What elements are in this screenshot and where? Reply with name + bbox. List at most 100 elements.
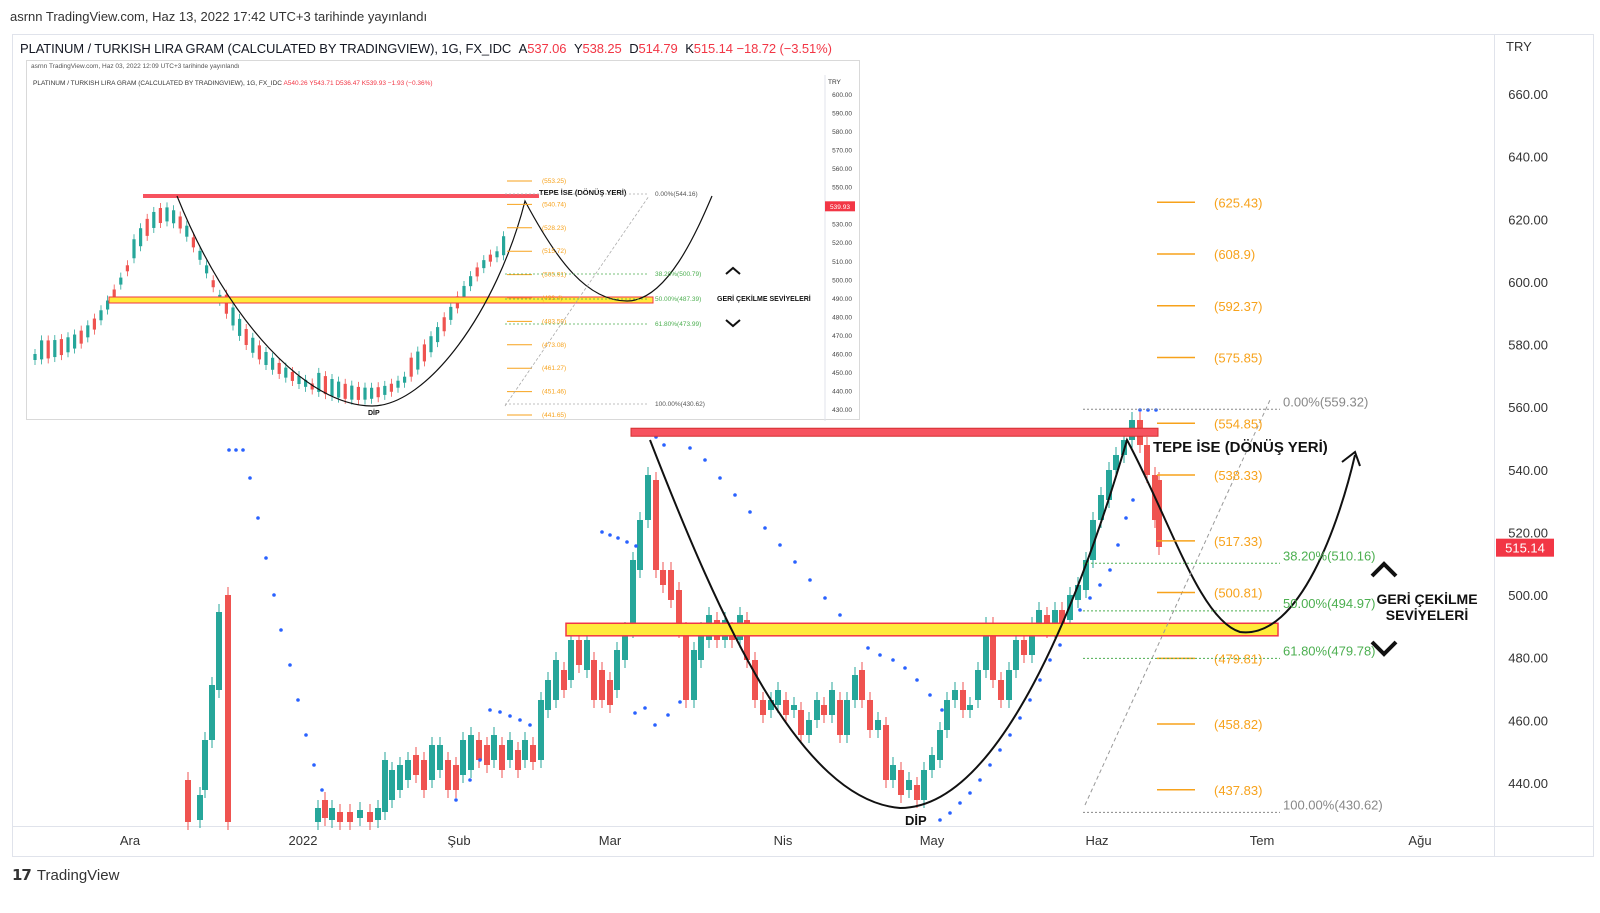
candle-body — [499, 745, 505, 770]
inset-fib-target-label: (461.27) — [542, 365, 566, 372]
inset-fib-target-label: (483.59) — [542, 318, 566, 325]
inset-fib-target-label: (553.25) — [542, 178, 566, 185]
inset-candle-body — [482, 260, 486, 269]
candle-body — [599, 670, 605, 700]
candle-body — [202, 740, 208, 790]
candle-body — [1044, 615, 1050, 630]
inset-candle-body — [139, 228, 143, 247]
inset-price-tick: 520.00 — [832, 240, 852, 247]
candle-body — [760, 700, 766, 715]
candle-body — [660, 570, 666, 585]
fib-target-label: (575.85) — [1214, 351, 1262, 366]
inset-price-tick: 490.00 — [832, 296, 852, 303]
inset-candle-body — [198, 250, 202, 260]
candle-body — [1144, 445, 1150, 475]
sar-dot — [633, 711, 637, 715]
inset-price-tick: 470.00 — [832, 333, 852, 340]
candle-body — [844, 700, 850, 735]
candle-body — [990, 625, 996, 680]
fib-target-label: (592.37) — [1214, 299, 1262, 314]
sar-dot — [915, 678, 919, 682]
inset-candle-body — [224, 294, 228, 314]
candle-body — [806, 720, 812, 735]
candle-body — [783, 700, 789, 715]
sar-dot — [808, 578, 812, 582]
inset-fib-retrace-label: 100.00%(430.62) — [655, 401, 705, 408]
inset-candle-body — [330, 379, 334, 397]
inset-candle-body — [251, 337, 255, 353]
close-label: K — [685, 41, 694, 56]
inset-candle-body — [53, 340, 57, 358]
candle-body — [998, 680, 1004, 700]
sar-dot — [296, 698, 300, 702]
inset-candle-body — [409, 357, 413, 377]
candle-body — [1059, 610, 1065, 625]
candle-body — [921, 770, 927, 800]
inset-candle-body — [172, 210, 176, 224]
time-label-2: Şub — [447, 833, 470, 848]
sar-dot — [891, 658, 895, 662]
inset-candle-body — [106, 300, 110, 310]
inset-price-tick: 500.00 — [832, 277, 852, 284]
sar-dot — [248, 476, 252, 480]
candle-body — [568, 640, 574, 680]
inset-candle-body — [145, 218, 149, 236]
low-value: 514.79 — [638, 41, 678, 56]
sar-dot — [498, 710, 502, 714]
sar-dot — [1124, 516, 1128, 520]
inset-candle-body — [185, 225, 189, 237]
inset-candle-body — [442, 317, 446, 332]
candle-body — [1106, 470, 1112, 500]
sar-dot — [518, 718, 522, 722]
sar-dot — [643, 706, 647, 710]
sar-dot — [320, 788, 324, 792]
sar-dot — [616, 536, 620, 540]
inset-candle-body — [370, 387, 374, 399]
inset-candle-body — [165, 207, 169, 222]
resistance-line — [630, 427, 1159, 437]
sar-dot — [653, 723, 657, 727]
candle-body — [347, 812, 353, 822]
inset-candle-body — [99, 310, 103, 321]
candle-body — [367, 812, 373, 822]
candle-body — [875, 720, 881, 730]
candle-body — [614, 650, 620, 690]
sar-dot — [733, 493, 737, 497]
candle-body — [622, 630, 628, 660]
sar-dot — [241, 448, 245, 452]
candle-body — [983, 625, 989, 670]
inset-candle-body — [66, 337, 70, 353]
inset-candle-body — [284, 367, 288, 378]
sar-dot — [866, 646, 870, 650]
sar-dot — [272, 593, 276, 597]
inset-candle-body — [277, 362, 281, 374]
price-tick-600: 600.00 — [1508, 275, 1548, 290]
inset-candle-body — [264, 351, 268, 365]
fib-target-label: (625.43) — [1214, 195, 1262, 210]
brand-name: TradingView — [36, 866, 120, 884]
inset-last-price-badge — [825, 201, 855, 212]
sar-dot — [938, 818, 942, 822]
candle-body — [859, 670, 865, 700]
inset-price-tick: 530.00 — [832, 222, 852, 229]
inset-candle-body — [152, 211, 156, 228]
candle-body — [225, 595, 231, 822]
candle-body — [1075, 585, 1081, 600]
fib-target-label: (538.33) — [1214, 468, 1262, 483]
candle-body — [814, 700, 820, 720]
published-line: asrnn TradingView.com, Haz 13, 2022 17:4… — [10, 9, 428, 24]
sar-dot — [903, 666, 907, 670]
sar-dot — [1038, 678, 1042, 682]
inset-candle-body — [449, 306, 453, 320]
candle-body — [476, 740, 482, 760]
inset-fib-retrace-label: 61.80%(473.99) — [655, 321, 701, 328]
candle-body — [530, 745, 536, 762]
fib-target-label: (500.81) — [1214, 586, 1262, 601]
brand[interactable]: 𝟭𝟳 TradingView — [12, 866, 120, 885]
inset-candle-body — [86, 325, 90, 338]
inset-candle-body — [356, 386, 360, 400]
inset-candle-body — [79, 330, 83, 344]
inset-candle-body — [363, 387, 367, 400]
inset-fib-retrace-label: 38.20%(500.79) — [655, 271, 701, 278]
